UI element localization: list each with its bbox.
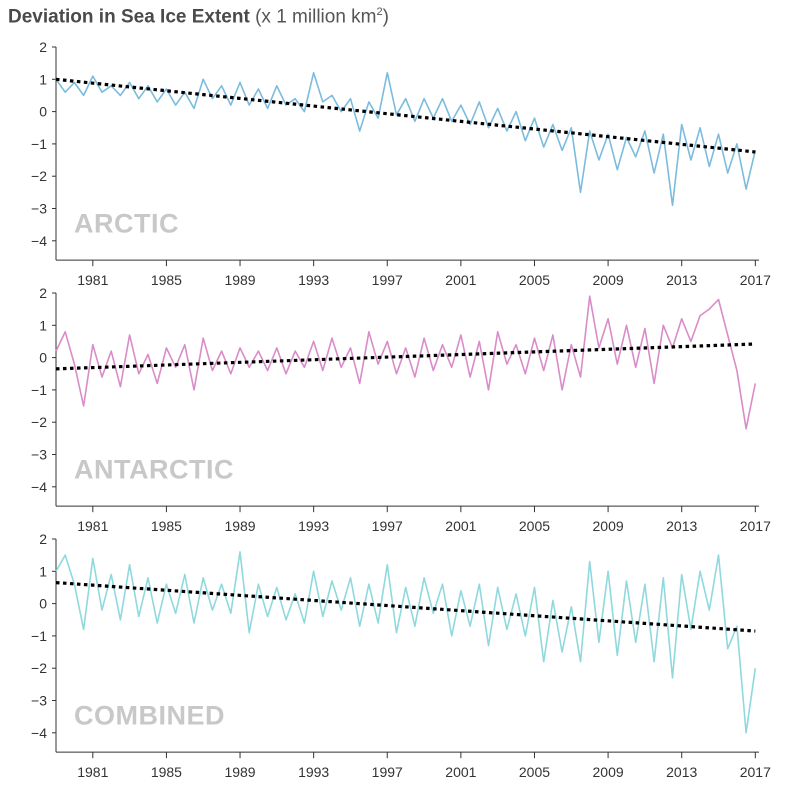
x-tick-label: 1981 — [77, 764, 108, 780]
y-tick-label: 2 — [39, 531, 47, 547]
y-tick-label: 1 — [39, 317, 47, 333]
x-tick-label: 2005 — [519, 518, 550, 534]
arctic-panel: 2 1 0 −1 −2 −3 −4 1981 1985 1989 1993 1997 2001 2005 2… — [31, 39, 771, 288]
y-tick-label: −3 — [31, 447, 47, 463]
x-tick-label: 2009 — [593, 272, 624, 288]
x-tick-label: 1981 — [77, 518, 108, 534]
y-tick-label: 2 — [39, 285, 47, 301]
y-tick-label: 0 — [39, 596, 47, 612]
series-line — [55, 71, 757, 207]
y-tick-label: −2 — [31, 660, 47, 676]
x-tick-label: 1997 — [372, 272, 403, 288]
y-tick-label: −3 — [31, 693, 47, 709]
x-tick-label: 2005 — [519, 272, 550, 288]
y-tick-label: −4 — [31, 479, 47, 495]
panel-label: ARCTIC — [74, 209, 179, 239]
y-tick-label: 1 — [39, 71, 47, 87]
y-tick-label: −4 — [31, 725, 47, 741]
trend-line — [55, 342, 756, 371]
x-tick-label: 2013 — [666, 518, 697, 534]
y-tick-label: 2 — [39, 39, 47, 55]
panel-label: ANTARCTIC — [74, 455, 234, 485]
x-tick-label: 2017 — [740, 272, 771, 288]
y-tick-label: 0 — [39, 104, 47, 120]
y-tick-label: −1 — [31, 628, 47, 644]
y-tick-label: −4 — [31, 233, 47, 249]
title-units: (x 1 million km — [255, 6, 377, 28]
x-tick-label: 2001 — [445, 518, 476, 534]
x-tick-label: 1985 — [151, 764, 182, 780]
x-tick-label: 1997 — [372, 764, 403, 780]
x-tick-label: 2009 — [593, 518, 624, 534]
x-tick-label: 2009 — [593, 764, 624, 780]
x-tick-label: 1993 — [298, 272, 329, 288]
trend-line — [55, 581, 756, 633]
x-tick-label: 2001 — [445, 764, 476, 780]
y-tick-label: −1 — [31, 382, 47, 398]
trend-line — [55, 77, 756, 154]
x-tick-label: 1989 — [224, 272, 255, 288]
y-tick-label: 1 — [39, 563, 47, 579]
x-tick-label: 1989 — [224, 764, 255, 780]
x-tick-label: 2013 — [666, 764, 697, 780]
x-tick-label: 2005 — [519, 764, 550, 780]
x-tick-label: 1989 — [224, 518, 255, 534]
x-tick-label: 1993 — [298, 764, 329, 780]
series-line — [55, 295, 757, 430]
y-tick-label: −2 — [31, 414, 47, 430]
x-tick-label: 1985 — [151, 272, 182, 288]
title-units-close: ) — [382, 6, 389, 28]
title-units-superscript: 2 — [376, 6, 383, 18]
x-tick-label: 2013 — [666, 272, 697, 288]
x-tick-label: 1993 — [298, 518, 329, 534]
x-tick-label: 2017 — [740, 518, 771, 534]
y-tick-label: −2 — [31, 168, 47, 184]
antarctic-panel: 2 1 0 −1 −2 −3 −4 1981 1985 1989 1993 1997 2001 2005 2… — [31, 285, 771, 534]
y-tick-label: −3 — [31, 201, 47, 217]
y-tick-label: −1 — [31, 136, 47, 152]
y-tick-label: 0 — [39, 350, 47, 366]
x-tick-label: 1985 — [151, 518, 182, 534]
title-bold: Deviation in Sea Ice Extent — [8, 6, 250, 28]
combined-panel: 2 1 0 −1 −2 −3 −4 1981 1985 1989 1993 1997 2001 2005 2… — [31, 531, 771, 780]
panel-label: COMBINED — [74, 701, 225, 731]
x-tick-label: 2017 — [740, 764, 771, 780]
x-tick-label: 1981 — [77, 272, 108, 288]
x-tick-label: 1997 — [372, 518, 403, 534]
x-tick-label: 2001 — [445, 272, 476, 288]
chart-title: Deviation in Sea Ice Extent (x 1 million… — [8, 6, 389, 28]
